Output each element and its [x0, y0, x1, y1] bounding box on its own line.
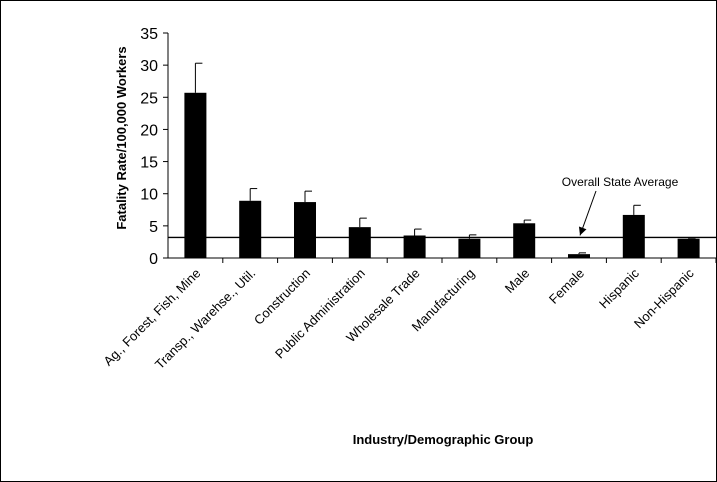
bar — [513, 223, 536, 258]
x-tick-label: Female — [546, 266, 587, 307]
y-tick-label: 35 — [140, 26, 158, 43]
y-tick-label: 0 — [149, 251, 158, 268]
error-bars-group — [194, 62, 696, 255]
y-tick-label: 20 — [140, 122, 158, 139]
arrow-head — [578, 226, 587, 236]
y-axis-title: Fatality Rate/100,000 Workers — [114, 46, 129, 229]
x-tick-label: Transp., Warehse., Util. — [152, 266, 258, 372]
bar — [568, 254, 590, 258]
x-tick-label: Hispanic — [596, 265, 642, 311]
y-tick-label: 15 — [140, 155, 158, 172]
bar — [403, 235, 426, 258]
bar — [458, 238, 481, 258]
bars-group — [184, 92, 700, 259]
x-axis-title: Industry/Demographic Group — [353, 432, 534, 447]
bar — [239, 200, 262, 258]
state-average-arrow — [578, 190, 597, 236]
y-tick-label: 25 — [140, 90, 158, 107]
y-tick-label: 30 — [140, 58, 158, 75]
x-tick-label: Public Administration — [272, 266, 368, 362]
y-tick-label: 5 — [149, 219, 158, 236]
y-tick-label: 10 — [140, 187, 158, 204]
x-tick-label: Male — [502, 266, 533, 297]
bar — [184, 92, 207, 259]
y-ticks-group: 0 5 10 15 20 25 30 35 — [140, 26, 168, 268]
x-tick-label: Ag., Forest, Fish, Mine — [100, 266, 203, 369]
bar — [622, 214, 645, 258]
bar — [294, 202, 316, 258]
state-average-label: Overall State Average — [562, 175, 679, 189]
bar — [348, 227, 371, 258]
bar — [677, 238, 700, 258]
